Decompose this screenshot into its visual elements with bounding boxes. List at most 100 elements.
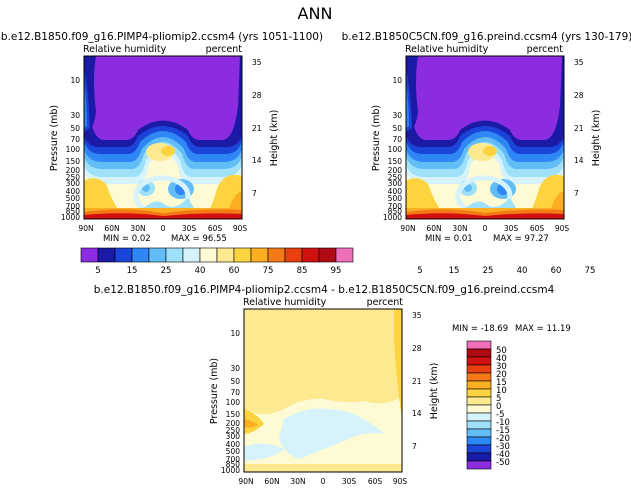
colorbar-label: 40 bbox=[195, 266, 206, 276]
panel-2-units: percent bbox=[527, 44, 564, 55]
y-tick-label: 700 bbox=[388, 202, 403, 211]
colorbar-label: 95 bbox=[331, 266, 342, 276]
colorbar-swatch bbox=[216, 247, 235, 263]
colorbar-swatch bbox=[233, 247, 252, 263]
y-tick-label: 300 bbox=[226, 432, 241, 441]
page-title: ANN bbox=[298, 4, 333, 23]
x-tick-label: 60N bbox=[264, 477, 279, 486]
y-tick-label: 250 bbox=[388, 173, 403, 182]
y-tick-label: 400 bbox=[66, 187, 81, 196]
y2-tick-label: 14 bbox=[412, 409, 422, 418]
colorbar-label: 30 bbox=[496, 362, 507, 372]
colorbar-swatch bbox=[301, 247, 320, 263]
colorbar-label: 15 bbox=[496, 378, 507, 388]
colorbar-label: 0 bbox=[496, 402, 501, 412]
y-tick-label: 70 bbox=[70, 135, 80, 144]
colorbar-swatch bbox=[199, 247, 218, 263]
panel-2-max: MAX = 97.27 bbox=[493, 234, 549, 244]
y-tick-label: 1000 bbox=[221, 466, 240, 475]
y-tick-label: 850 bbox=[388, 207, 403, 216]
y-tick-label: 50 bbox=[70, 124, 80, 133]
colorbar-label: 5 bbox=[496, 394, 501, 404]
abs-colorbar-swatches bbox=[80, 247, 354, 263]
panel-3-min: MIN = -18.69 bbox=[452, 324, 508, 334]
colorbar-swatch bbox=[97, 247, 116, 263]
colorbar-label: 60 bbox=[551, 266, 562, 276]
colorbar-swatch bbox=[466, 356, 492, 366]
y-tick-label: 850 bbox=[226, 460, 241, 469]
y2-tick-label: 21 bbox=[574, 124, 584, 133]
x-tick-label: 30N bbox=[452, 224, 467, 233]
contour-fill bbox=[244, 309, 402, 472]
panel-3: b.e12.B1850.f09_g16.PIMP4-pliomip2.ccsm4… bbox=[94, 284, 571, 486]
y2-tick-label: 35 bbox=[412, 311, 422, 320]
y-tick-label: 30 bbox=[70, 111, 80, 120]
panel-3-max: MAX = 11.19 bbox=[515, 324, 571, 334]
y2-tick-label: 35 bbox=[252, 58, 262, 67]
panel-1-y2-ticks: 35 28 21 14 7 bbox=[252, 58, 262, 198]
x-tick-label: 60N bbox=[426, 224, 441, 233]
panel-1-frame bbox=[83, 55, 243, 220]
colorbar-swatch bbox=[466, 452, 492, 462]
y-tick-label: 100 bbox=[66, 145, 81, 154]
x-tick-label: 30S bbox=[182, 224, 197, 233]
colorbar-swatch bbox=[466, 340, 492, 350]
y-tick-label: 300 bbox=[66, 179, 81, 188]
y-tick-label: 300 bbox=[388, 179, 403, 188]
x-tick-label: 60S bbox=[208, 224, 223, 233]
colorbar-swatch bbox=[466, 380, 492, 390]
panel-1: b.e12.B1850.f09_g16.PIMP4-pliomip2.ccsm4… bbox=[1, 31, 323, 244]
y-tick-label: 150 bbox=[66, 157, 81, 166]
panel-2-frame bbox=[405, 55, 565, 220]
y2-tick-label: 14 bbox=[574, 156, 584, 165]
panel-3-frame bbox=[243, 308, 403, 473]
y-tick-label: 30 bbox=[392, 111, 402, 120]
y-tick-label: 200 bbox=[388, 166, 403, 175]
panel-1-max: MAX = 96.55 bbox=[171, 234, 227, 244]
colorbar-label: -50 bbox=[496, 458, 510, 468]
y-tick-label: 70 bbox=[392, 135, 402, 144]
panel-3-y-ticks: 10 30 50 70 100 150 200 250 300 400 500 … bbox=[221, 329, 240, 475]
x-tick-label: 30S bbox=[504, 224, 519, 233]
y-tick-label: 1000 bbox=[61, 213, 80, 222]
panel-3-units: percent bbox=[367, 297, 404, 308]
colorbar-label: -20 bbox=[496, 434, 510, 444]
colorbar-swatch bbox=[114, 247, 133, 263]
diff-colorbar-labels: 50 40 30 20 15 10 5 0 -5 -10 -15 -20 -30… bbox=[496, 346, 510, 468]
colorbar-label: -15 bbox=[496, 426, 510, 436]
y2-tick-label: 21 bbox=[252, 124, 262, 133]
colorbar-label: 20 bbox=[496, 370, 507, 380]
x-tick-label: 30N bbox=[290, 477, 305, 486]
y2-tick-label: 7 bbox=[252, 189, 257, 198]
colorbar-label: 75 bbox=[585, 266, 596, 276]
y-tick-label: 10 bbox=[230, 329, 240, 338]
y2-tick-label: 28 bbox=[574, 91, 584, 100]
colorbar-label: 25 bbox=[161, 266, 172, 276]
abs-colorbar: 5 15 25 40 60 75 85 95 bbox=[80, 247, 354, 276]
colorbar-swatch bbox=[466, 404, 492, 414]
panel-2-x-ticks: 90N 60N 30N 0 30S 60S 90S bbox=[400, 224, 569, 233]
x-tick-label: 90S bbox=[393, 477, 408, 486]
y-tick-label: 100 bbox=[388, 145, 403, 154]
colorbar-swatch bbox=[466, 388, 492, 398]
panel-1-x-ticks: 90N 60N 30N 0 30S 60S 90S bbox=[78, 224, 247, 233]
x-tick-label: 30S bbox=[342, 477, 357, 486]
x-tick-label: 90N bbox=[400, 224, 415, 233]
y-tick-label: 50 bbox=[392, 124, 402, 133]
x-tick-label: 30N bbox=[130, 224, 145, 233]
colorbar-swatch bbox=[131, 247, 150, 263]
x-tick-label: 0 bbox=[483, 224, 488, 233]
colorbar-swatch bbox=[318, 247, 337, 263]
panel-1-variable: Relative humidity bbox=[83, 44, 167, 55]
panel-2-y-ticks: 10 30 50 70 100 150 200 250 300 400 500 … bbox=[383, 76, 402, 222]
colorbar-swatch bbox=[250, 247, 269, 263]
panel-1-title: b.e12.B1850.f09_g16.PIMP4-pliomip2.ccsm4… bbox=[1, 31, 323, 43]
y-tick-label: 70 bbox=[230, 388, 240, 397]
y-tick-label: 150 bbox=[226, 410, 241, 419]
colorbar-label: 5 bbox=[95, 266, 100, 276]
y-tick-label: 500 bbox=[66, 194, 81, 203]
panel-3-plot bbox=[244, 309, 402, 472]
panel-2-y2-ticks: 35 28 21 14 7 bbox=[574, 58, 584, 198]
x-tick-label: 90S bbox=[233, 224, 248, 233]
y-tick-label: 150 bbox=[388, 157, 403, 166]
